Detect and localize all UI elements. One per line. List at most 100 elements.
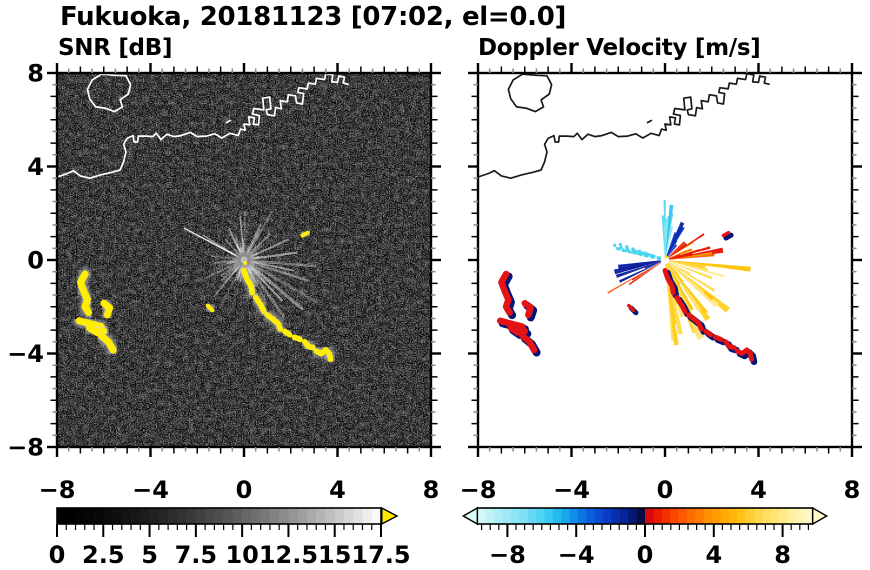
velocity-ray: [665, 248, 693, 260]
velocity-dot: [625, 245, 629, 249]
radar-spoke-bright: [243, 258, 318, 304]
echo-shadow: [723, 232, 734, 241]
colorbar-segment: [325, 508, 336, 524]
colorbar-outline: [56, 507, 382, 525]
colorbar-segment: [195, 508, 206, 524]
velocity-ray: [665, 232, 677, 260]
colorbar-segment: [223, 508, 234, 524]
colorbar-segment: [75, 508, 86, 524]
velocity-ray: [665, 260, 713, 280]
echo-segment: [723, 339, 737, 351]
radar-spoke: [219, 262, 244, 310]
velocity-panel: [478, 73, 852, 447]
velocity-dot: [619, 245, 623, 249]
coastline-island: [86, 73, 132, 113]
radar-spoke: [243, 211, 246, 258]
x-tick-label: −8: [39, 476, 76, 504]
colorbar-segment: [670, 508, 679, 524]
echo-segment: [97, 332, 117, 354]
snr-radial-spokes: [183, 209, 318, 319]
colorbar-segment: [678, 508, 688, 524]
velocity-ray: [665, 260, 751, 272]
colorbar-segment: [477, 508, 486, 524]
colorbar-segment: [140, 508, 150, 524]
x-tick-label: −4: [132, 476, 169, 504]
echo-segment: [205, 303, 215, 313]
velocity-ray: [665, 260, 711, 322]
colorbar-segment: [66, 508, 76, 524]
radar-spoke: [213, 261, 243, 298]
colorbar-segment: [527, 508, 537, 524]
colorbar-segment: [535, 508, 545, 524]
colorbar-segment: [371, 508, 382, 524]
coastline: [478, 73, 770, 180]
colorbar-segment: [131, 508, 141, 524]
colorbar-segment: [205, 508, 215, 524]
colorbar-segment: [703, 508, 713, 524]
velocity-dot: [644, 251, 648, 255]
velocity-ray: [665, 249, 687, 260]
velocity-ray: [619, 260, 665, 283]
y-tick-label: 8: [27, 60, 44, 88]
echo-segment: [498, 270, 513, 316]
velocity-dot: [621, 248, 625, 253]
colorbar-overflow-arrow: [381, 506, 399, 526]
colorbar-segment: [269, 508, 280, 524]
y-tick-label: −8: [7, 434, 44, 462]
velocity-ray: [665, 260, 688, 306]
colorbar-tick-label: 0: [49, 541, 66, 569]
echo-segment: [721, 230, 731, 238]
colorbar-segment: [712, 508, 721, 524]
velocity-ray: [665, 260, 699, 289]
coastline-island: [507, 73, 553, 113]
colorbar-tick-label: 5: [141, 541, 158, 569]
velocity-ray: [663, 222, 666, 260]
echo-segment: [252, 294, 267, 315]
y-tick-label: −4: [7, 340, 44, 368]
colorbar-segment: [288, 508, 298, 524]
colorbar-segment: [603, 508, 612, 524]
echo-segment: [712, 334, 724, 342]
colorbar-segment: [279, 508, 289, 524]
coastline-mainland: [478, 73, 770, 180]
colorbar-segment: [186, 508, 197, 524]
colorbar-segment: [334, 508, 345, 524]
velocity-ray: [665, 240, 678, 260]
colorbar-tick-label: 12.5: [259, 541, 318, 569]
x-tick-label: 8: [844, 476, 861, 504]
radar-spoke-bright: [242, 259, 286, 319]
colorbar-tick-label: 17.5: [351, 541, 410, 569]
colorbar-segment: [561, 508, 570, 524]
colorbar-segment: [795, 508, 805, 524]
radar-spoke-bright: [243, 258, 305, 311]
echo-segment: [519, 332, 538, 354]
axes-ticks-and-labels: −8 −4 0 4 8 −8 −4 0 4 8 8 4 0 −4 −8: [7, 60, 862, 504]
x-tick-label: 0: [657, 476, 674, 504]
velocity-ray: [665, 252, 693, 260]
echo-segment: [496, 317, 526, 330]
velocity-dot: [657, 256, 661, 260]
velocity-ray: [665, 226, 685, 260]
snr-panel-title: SNR [dB]: [58, 35, 172, 61]
echo-segment: [627, 303, 636, 313]
colorbar-segment: [770, 508, 780, 524]
y-tick-label: 4: [27, 153, 44, 181]
velocity-dot: [613, 243, 617, 247]
colorbar-tick-label: 7.5: [175, 541, 218, 569]
x-tick-label: 0: [236, 476, 253, 504]
velocity-ray: [614, 260, 665, 275]
echo-segment: [521, 299, 534, 319]
echo-segment: [291, 334, 303, 343]
colorbar-segment: [485, 508, 495, 524]
radar-center-echo: [243, 261, 247, 265]
colorbar-segment: [611, 508, 621, 524]
colorbar-segment: [510, 508, 520, 524]
colorbar-segment: [121, 508, 132, 524]
radar-spoke-bright: [243, 258, 309, 283]
x-tick-label: −8: [460, 476, 497, 504]
velocity-ray: [631, 260, 665, 281]
radar-spoke-bright: [243, 259, 283, 302]
colorbar-segment: [569, 508, 579, 524]
echo-segment: [300, 230, 310, 238]
